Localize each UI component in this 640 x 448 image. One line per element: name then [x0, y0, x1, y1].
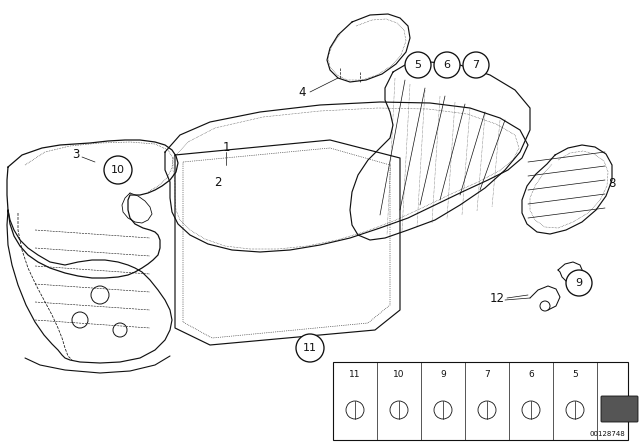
Circle shape [104, 156, 132, 184]
Circle shape [566, 270, 592, 296]
Text: 10: 10 [393, 370, 404, 379]
Text: 11: 11 [303, 343, 317, 353]
Text: 2: 2 [214, 176, 221, 189]
Circle shape [434, 52, 460, 78]
Text: 8: 8 [608, 177, 616, 190]
Text: 4: 4 [298, 86, 306, 99]
Text: 10: 10 [111, 165, 125, 175]
Text: 12: 12 [490, 292, 504, 305]
Text: 3: 3 [72, 147, 80, 160]
Circle shape [405, 52, 431, 78]
Bar [333, 362, 628, 440]
Text: 6: 6 [528, 370, 534, 379]
Text: 1: 1 [222, 141, 230, 154]
Text: 6: 6 [444, 60, 451, 70]
Text: 5: 5 [415, 60, 422, 70]
Text: 00128748: 00128748 [589, 431, 625, 437]
Text: 9: 9 [440, 370, 446, 379]
Text: 7: 7 [472, 60, 479, 70]
Text: 5: 5 [572, 370, 578, 379]
Text: 9: 9 [575, 278, 582, 288]
Circle shape [296, 334, 324, 362]
Text: 11: 11 [349, 370, 361, 379]
Text: 7: 7 [484, 370, 490, 379]
Circle shape [463, 52, 489, 78]
FancyBboxPatch shape [601, 396, 638, 422]
